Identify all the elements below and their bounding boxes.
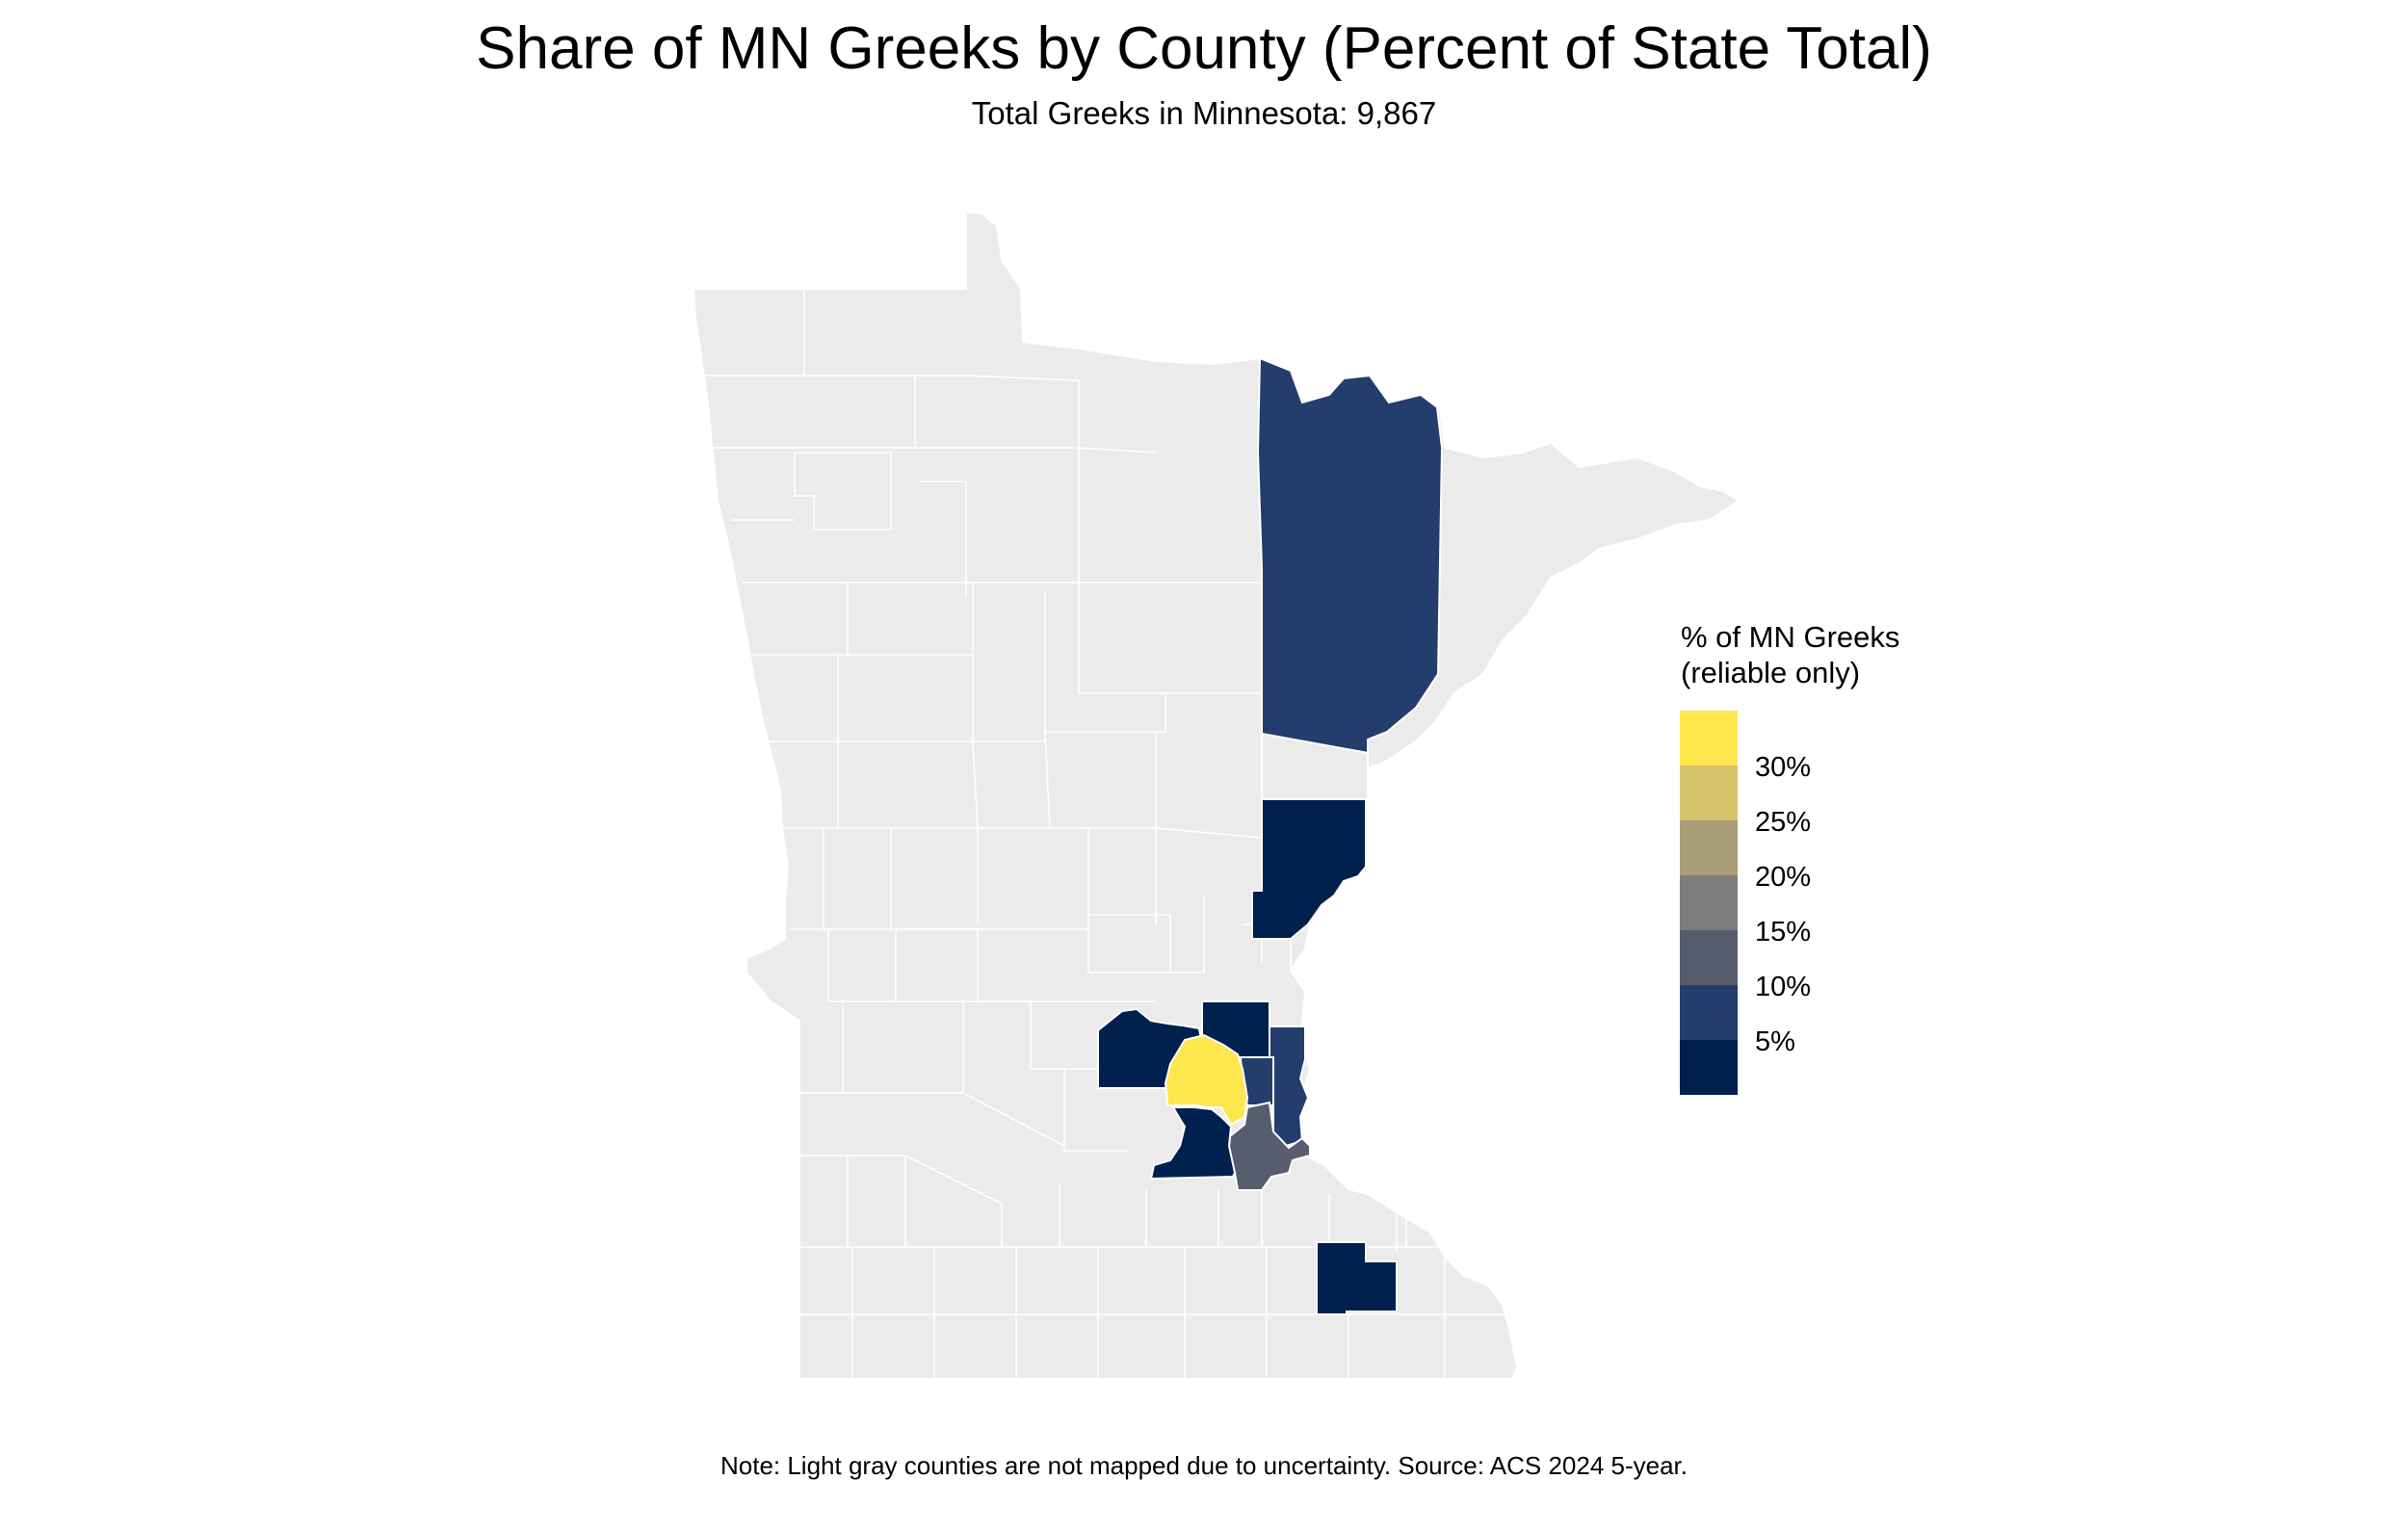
state-outline xyxy=(692,210,1741,1380)
footnote: Note: Light gray counties are not mapped… xyxy=(720,1451,1688,1480)
county-st-louis xyxy=(1256,356,1444,755)
legend-swatch-6 xyxy=(1680,1040,1738,1095)
county-carlton-adjacent xyxy=(1261,732,1369,800)
county-washington xyxy=(1269,1026,1310,1148)
legend-title-line1: % of MN Greeks xyxy=(1681,620,1900,654)
map-title: Share of MN Greeks by County (Percent of… xyxy=(476,15,1932,82)
legend-label-5: 5% xyxy=(1755,1026,1795,1057)
legend-title-line2: (reliable only) xyxy=(1681,656,1861,689)
legend-swatch-0 xyxy=(1680,711,1738,766)
legend-label-10: 10% xyxy=(1755,972,1812,1002)
county-borders xyxy=(703,289,1512,1379)
legend-label-30: 30% xyxy=(1755,752,1812,783)
legend-label-25: 25% xyxy=(1755,807,1812,838)
legend-label-15: 15% xyxy=(1755,917,1812,948)
map-subtitle: Total Greeks in Minnesota: 9,867 xyxy=(971,95,1437,131)
legend-swatch-5 xyxy=(1680,985,1738,1040)
legend-swatch-2 xyxy=(1680,820,1738,875)
county-carlton xyxy=(1251,798,1367,940)
legend-swatch-1 xyxy=(1680,766,1738,820)
legend-swatch-4 xyxy=(1680,930,1738,985)
legend-color-bar xyxy=(1680,711,1738,1095)
county-scott xyxy=(1149,1106,1237,1181)
county-hennepin xyxy=(1164,1033,1249,1127)
legend-swatch-3 xyxy=(1680,875,1738,930)
county-olmsted xyxy=(1316,1241,1398,1315)
legend-label-20: 20% xyxy=(1755,862,1812,893)
legend-title: % of MN Greeks (reliable only) xyxy=(1681,619,1899,690)
